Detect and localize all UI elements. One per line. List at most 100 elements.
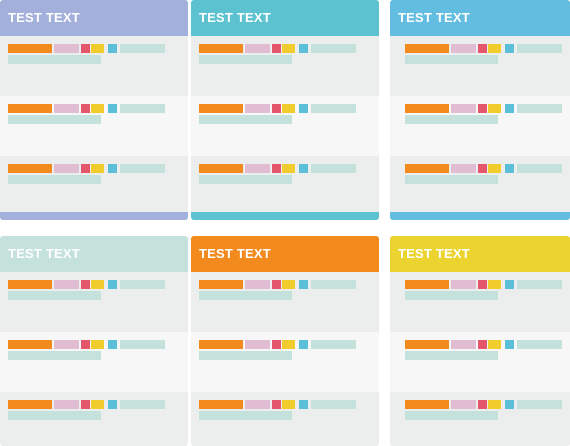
card-title: TEST TEXT — [398, 246, 470, 261]
teal-underline-bar — [199, 291, 292, 300]
blue-square — [108, 104, 117, 113]
orange-bar — [8, 340, 52, 349]
teal-underline-bar — [405, 351, 498, 360]
card-header: TEST TEXT — [191, 236, 379, 272]
list-item[interactable] — [390, 332, 570, 392]
teal-bar — [120, 164, 165, 173]
teal-underline-bar — [405, 115, 498, 124]
red-bar — [272, 400, 281, 409]
teal-underline-bar — [8, 175, 101, 184]
yellow-bar — [282, 280, 295, 289]
card-2: TEST TEXT — [191, 0, 379, 220]
teal-bar — [517, 280, 562, 289]
list-item[interactable] — [0, 272, 188, 332]
list-item[interactable] — [191, 332, 379, 392]
card-header: TEST TEXT — [0, 236, 188, 272]
pink-bar — [54, 280, 79, 289]
blue-square — [299, 400, 308, 409]
red-bar — [478, 44, 487, 53]
yellow-bar — [91, 340, 104, 349]
list-item[interactable] — [390, 392, 570, 446]
yellow-bar — [488, 164, 501, 173]
orange-bar — [8, 280, 52, 289]
teal-bar — [517, 164, 562, 173]
pink-bar — [245, 44, 270, 53]
blue-square — [108, 164, 117, 173]
teal-bar — [120, 340, 165, 349]
list-item[interactable] — [191, 156, 379, 216]
card-4: TEST TEXT — [0, 236, 188, 446]
teal-underline-bar — [199, 351, 292, 360]
card-title: TEST TEXT — [398, 10, 470, 25]
blue-square — [505, 164, 514, 173]
blue-square — [108, 340, 117, 349]
list-item[interactable] — [0, 392, 188, 446]
teal-underline-bar — [199, 115, 292, 124]
pink-bar — [54, 400, 79, 409]
red-bar — [272, 104, 281, 113]
list-item[interactable] — [390, 96, 570, 156]
list-item[interactable] — [0, 156, 188, 216]
orange-bar — [405, 340, 449, 349]
teal-underline-bar — [8, 291, 101, 300]
blue-square — [299, 280, 308, 289]
yellow-bar — [91, 104, 104, 113]
teal-bar — [517, 104, 562, 113]
red-bar — [81, 164, 90, 173]
blue-square — [108, 280, 117, 289]
blue-square — [505, 44, 514, 53]
card-footer-strip — [390, 212, 570, 220]
blue-square — [505, 104, 514, 113]
list-item[interactable] — [191, 392, 379, 446]
red-bar — [81, 400, 90, 409]
list-item[interactable] — [390, 272, 570, 332]
pink-bar — [451, 280, 476, 289]
card-6: TEST TEXT — [390, 236, 570, 446]
list-item[interactable] — [0, 96, 188, 156]
orange-bar — [199, 340, 243, 349]
blue-square — [108, 400, 117, 409]
yellow-bar — [488, 340, 501, 349]
list-item[interactable] — [390, 156, 570, 216]
pink-bar — [54, 340, 79, 349]
blue-square — [299, 340, 308, 349]
list-item[interactable] — [191, 96, 379, 156]
list-item[interactable] — [191, 36, 379, 96]
teal-bar — [517, 44, 562, 53]
red-bar — [81, 280, 90, 289]
teal-underline-bar — [8, 115, 101, 124]
list-item[interactable] — [390, 36, 570, 96]
teal-bar — [311, 164, 356, 173]
yellow-bar — [282, 400, 295, 409]
blue-square — [299, 104, 308, 113]
teal-underline-bar — [405, 175, 498, 184]
teal-bar — [311, 44, 356, 53]
yellow-bar — [91, 164, 104, 173]
teal-underline-bar — [8, 351, 101, 360]
teal-underline-bar — [405, 291, 498, 300]
red-bar — [478, 164, 487, 173]
teal-bar — [311, 400, 356, 409]
card-5: TEST TEXT — [191, 236, 379, 446]
blue-square — [299, 44, 308, 53]
red-bar — [272, 280, 281, 289]
blue-square — [505, 400, 514, 409]
card-3: TEST TEXT — [390, 0, 570, 220]
yellow-bar — [282, 340, 295, 349]
list-item[interactable] — [0, 332, 188, 392]
orange-bar — [199, 400, 243, 409]
teal-underline-bar — [199, 411, 292, 420]
list-item[interactable] — [191, 272, 379, 332]
red-bar — [272, 340, 281, 349]
red-bar — [478, 340, 487, 349]
orange-bar — [405, 44, 449, 53]
orange-bar — [405, 104, 449, 113]
teal-bar — [120, 104, 165, 113]
orange-bar — [199, 164, 243, 173]
teal-bar — [311, 340, 356, 349]
card-footer-strip — [191, 212, 379, 220]
teal-bar — [120, 400, 165, 409]
red-bar — [478, 400, 487, 409]
card-title: TEST TEXT — [199, 246, 271, 261]
list-item[interactable] — [0, 36, 188, 96]
